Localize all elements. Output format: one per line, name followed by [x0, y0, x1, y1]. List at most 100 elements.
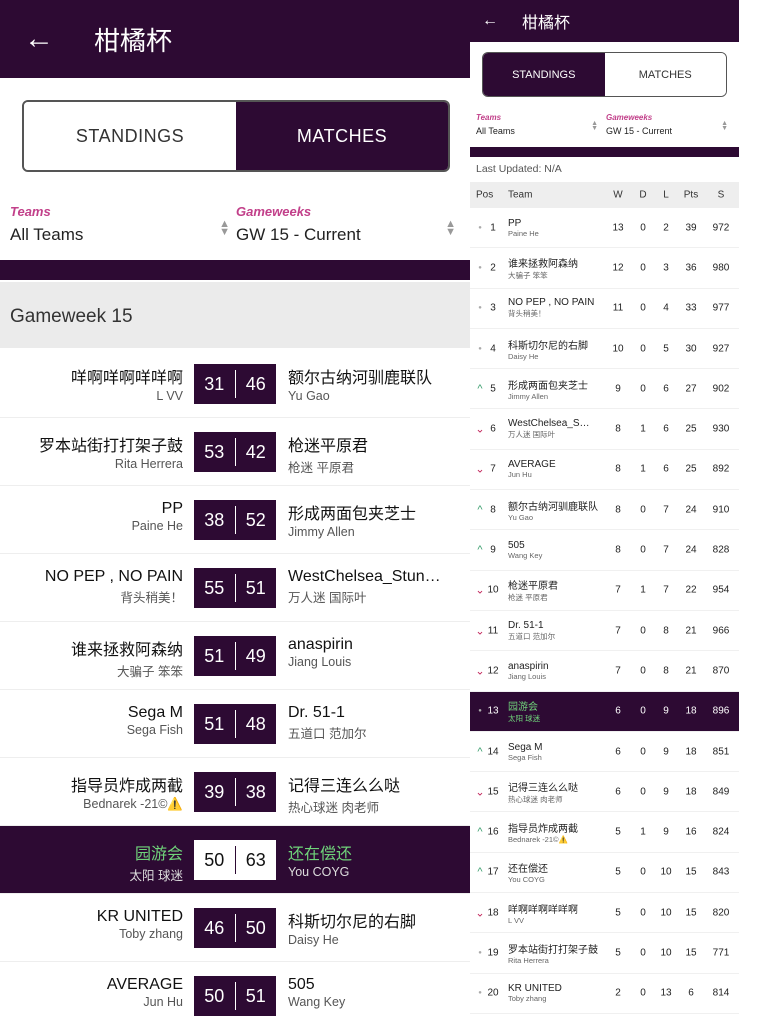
- home-team-name: 罗本站街打打架子鼓: [38, 438, 183, 455]
- table-row[interactable]: ^ 5 形成两面包夹芝士 Jimmy Allen 9 0 6 27 902: [470, 369, 739, 410]
- home-team: AVERAGE Jun Hu: [107, 976, 183, 1009]
- wins: 6: [615, 705, 621, 717]
- away-manager: Jimmy Allen: [288, 525, 355, 539]
- score-box: 38 52: [194, 500, 276, 540]
- team-name: 形成两面包夹芝士: [508, 380, 588, 392]
- table-row[interactable]: ⌄ 10 枪迷平原君 枪迷 平原君 7 1 7 22 954: [470, 571, 739, 611]
- table-row[interactable]: ● 4 科斯切尔尼的右脚 Daisy He 10 0 5 30 927: [470, 329, 739, 370]
- table-row[interactable]: ● 2 谁来拯救阿森纳 大骗子 笨笨 12 0 3 36 980: [470, 248, 739, 289]
- away-team-name: 形成两面包夹芝士: [288, 506, 417, 523]
- team-name: 记得三连么么哒: [508, 782, 578, 794]
- away-score: 42: [245, 441, 266, 462]
- table-row[interactable]: ● 20 KR UNITED Toby zhang 2 0 13 6 814: [470, 974, 739, 1014]
- away-score: 63: [245, 849, 266, 870]
- gameweeks-select[interactable]: Gameweeks GW 15 - Current ▲ ▼: [606, 113, 736, 136]
- team-name: anaspirin: [508, 660, 549, 672]
- away-team: 形成两面包夹芝士 Jimmy Allen: [288, 500, 468, 539]
- manager-name: Wang Key: [508, 551, 543, 561]
- col-pos: Pos: [476, 189, 494, 201]
- match-row[interactable]: 咩啊咩啊咩咩啊 L VV 31 46 额尔古纳河驯鹿联队 Yu Gao: [0, 350, 470, 418]
- table-row[interactable]: ^ 16 指导员炸成两截 Bednarek -21©⚠️ 5 1 9 16 824: [470, 813, 739, 853]
- points: 15: [685, 866, 697, 878]
- tab-matches[interactable]: MATCHES: [604, 53, 726, 96]
- match-row[interactable]: AVERAGE Jun Hu 50 51 505 Wang Key: [0, 962, 470, 1024]
- back-arrow-icon[interactable]: ←: [24, 22, 54, 55]
- away-manager: Wang Key: [288, 995, 346, 1009]
- home-team-name: AVERAGE: [106, 976, 183, 993]
- table-row[interactable]: ● 19 罗本站街打打架子鼓 Rita Herrera 5 0 10 15 771: [470, 933, 739, 974]
- score-divider: [234, 778, 236, 806]
- table-row[interactable]: ⌄ 7 AVERAGE Jun Hu 8 1 6 25 892: [470, 450, 739, 491]
- down-arrow-icon: ⌄: [475, 625, 485, 638]
- match-row[interactable]: NO PEP , NO PAIN 背头稍美！ 55 51 WestChelsea_S…: [0, 554, 470, 622]
- match-row[interactable]: 罗本站街打打架子鼓 Rita Herrera 53 42 枪迷平原君 枪迷 平原君: [0, 418, 470, 486]
- team-cell: 指导员炸成两截 Bednarek -21©⚠️: [508, 820, 606, 844]
- down-arrow-icon: ⌄: [475, 463, 485, 476]
- sort-arrows-icon: ▲ ▼: [591, 120, 598, 132]
- up-arrow-icon: ^: [477, 544, 483, 557]
- gameweeks-select[interactable]: Gameweeks GW 15 - Current ▲ ▼: [236, 204, 462, 245]
- teams-value: All Teams: [10, 225, 84, 244]
- table-row[interactable]: ^ 8 额尔古纳河驯鹿联队 Yu Gao 8 0 7 24 910: [470, 490, 739, 531]
- col-s: S: [717, 189, 725, 201]
- table-row[interactable]: ^ 9 505 Wang Key 8 0 7 24 828: [470, 530, 739, 571]
- match-row[interactable]: 园游会 太阳 球迷 50 63 还在偿还 You COYG: [0, 826, 470, 894]
- manager-name: Toby zhang: [508, 994, 547, 1004]
- home-team-name: KR UNITED: [96, 908, 183, 925]
- match-row[interactable]: PP Paine He 38 52 形成两面包夹芝士 Jimmy Allen: [0, 486, 470, 554]
- match-row[interactable]: Sega M Sega Fish 51 48 Dr. 51-1 五道口 范加尔: [0, 690, 470, 758]
- away-score: 52: [245, 509, 266, 530]
- points: 21: [685, 625, 697, 637]
- league-title: 柑橘杯: [94, 25, 173, 56]
- losses: 5: [663, 343, 669, 355]
- up-arrow-icon: ^: [477, 745, 483, 758]
- table-row[interactable]: ⌄ 12 anaspirin Jiang Louis 7 0 8 21 870: [470, 651, 739, 692]
- teams-select[interactable]: Teams All Teams ▲ ▼: [10, 204, 236, 245]
- table-row[interactable]: ● 13 园游会 太阳 球迷 6 0 9 18 896: [470, 691, 739, 732]
- away-manager: 热心球迷 肉老师: [288, 801, 379, 815]
- home-manager: Jun Hu: [143, 995, 183, 1009]
- match-row[interactable]: KR UNITED Toby zhang 46 50 科斯切尔尼的右脚 Daisy H…: [0, 894, 470, 962]
- draws: 0: [640, 262, 646, 274]
- tab-standings[interactable]: STANDINGS: [24, 102, 236, 170]
- table-row[interactable]: ● 1 PP Paine He 13 0 2 39 972: [470, 208, 739, 249]
- table-row[interactable]: ⌄ 6 WestChelsea_S… 万人迷 国际叶 8 1 6 25 930: [470, 410, 739, 450]
- manager-name: Daisy He: [508, 351, 539, 361]
- losses: 3: [663, 262, 669, 274]
- losses: 10: [660, 866, 672, 878]
- up-arrow-icon: ^: [477, 826, 483, 839]
- teams-select[interactable]: Teams All Teams ▲ ▼: [476, 113, 606, 136]
- points: 16: [685, 826, 697, 838]
- points: 18: [685, 746, 697, 758]
- wins: 11: [612, 302, 624, 314]
- match-row[interactable]: 谁来拯救阿森纳 大骗子 笨笨 51 49 anaspirin Jiang Louis: [0, 622, 470, 690]
- manager-name: Paine He: [508, 228, 539, 238]
- back-arrow-icon[interactable]: ←: [482, 12, 498, 29]
- up-arrow-icon: ^: [477, 866, 483, 879]
- home-team: PP Paine He: [132, 500, 183, 533]
- app-header: ← 柑橘杯: [470, 0, 739, 42]
- losses: 6: [663, 463, 669, 475]
- away-team-name: WestChelsea_Stun…: [288, 568, 441, 585]
- manager-name: Jun Hu: [508, 470, 532, 480]
- manager-name: 热心球迷 肉老师: [508, 794, 563, 804]
- table-row[interactable]: ⌄ 18 咩啊咩啊咩咩啊 L VV 5 0 10 15 820: [470, 893, 739, 934]
- table-row[interactable]: ^ 14 Sega M Sega Fish 6 0 9 18 851: [470, 732, 739, 773]
- home-score: 53: [204, 441, 225, 462]
- table-row[interactable]: ⌄ 11 Dr. 51-1 五道口 范加尔 7 0 8 21 966: [470, 611, 739, 652]
- team-name: 咩啊咩啊咩咩啊: [508, 904, 578, 916]
- score-total: 849: [712, 786, 730, 798]
- home-team-name: 谁来拯救阿森纳: [70, 642, 183, 659]
- home-score: 31: [204, 373, 225, 394]
- last-updated: Last Updated: N/A: [476, 163, 562, 175]
- team-cell: 谁来拯救阿森纳 大骗子 笨笨: [508, 255, 606, 281]
- match-row[interactable]: 指导员炸成两截 Bednarek -21©⚠️ 39 38 记得三连么么哒 热心球迷 …: [0, 758, 470, 826]
- table-row[interactable]: ^ 17 还在偿还 You COYG 5 0 10 15 843: [470, 853, 739, 894]
- position: 7: [490, 463, 496, 475]
- tab-matches[interactable]: MATCHES: [236, 102, 448, 170]
- gameweeks-value: GW 15 - Current: [606, 126, 673, 136]
- table-row[interactable]: ⌄ 15 记得三连么么哒 热心球迷 肉老师 6 0 9 18 849: [470, 772, 739, 813]
- draws: 0: [640, 544, 646, 556]
- tab-standings[interactable]: STANDINGS: [483, 53, 605, 96]
- table-row[interactable]: ● 3 NO PEP , NO PAIN 背头稍美！ 11 0 4 33 977: [470, 289, 739, 329]
